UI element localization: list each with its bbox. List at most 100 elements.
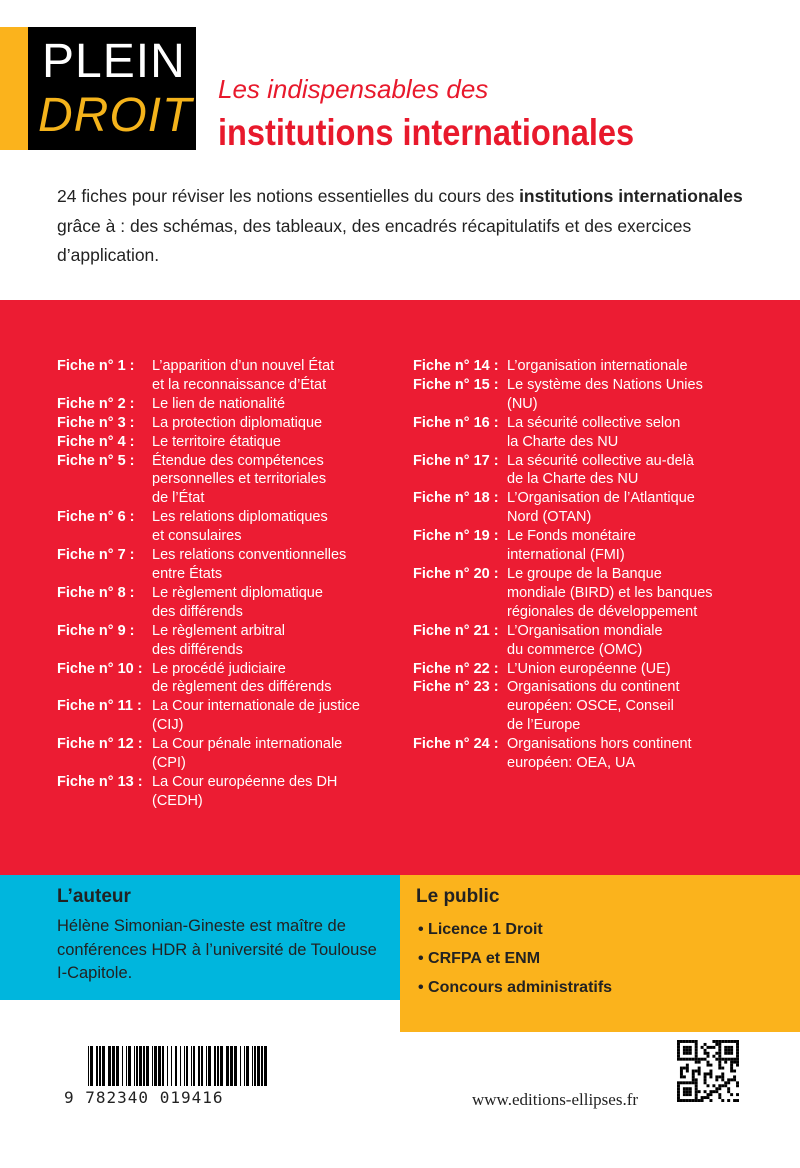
qr-module — [724, 1051, 728, 1055]
qr-module — [677, 1048, 680, 1052]
fiche-entry: Fiche n° 20 : Le groupe de la Banque mond… — [413, 565, 793, 622]
qr-module — [727, 1078, 731, 1082]
qr-module — [709, 1075, 713, 1079]
qr-module — [730, 1063, 734, 1067]
qr-module — [706, 1060, 710, 1064]
qr-module — [727, 1090, 731, 1094]
barcode-bar — [112, 1046, 115, 1086]
qr-module — [703, 1090, 707, 1094]
qr-module — [688, 1090, 692, 1094]
fiche-title: Le lien de nationalité — [152, 395, 286, 412]
barcode-bar — [208, 1046, 211, 1086]
author-panel: L’auteur Hélène Simonian-Gineste est maî… — [0, 875, 400, 1000]
logo-line-1: PLEIN — [42, 35, 186, 88]
qr-module — [697, 1060, 701, 1064]
qr-module — [682, 1093, 686, 1097]
intro-text-1: 24 fiches pour réviser les notions essen… — [57, 186, 520, 206]
barcode-bar — [261, 1046, 263, 1086]
qr-module — [694, 1051, 698, 1055]
qr-module — [685, 1057, 689, 1061]
fiche-entry: Fiche n° 4 : Le territoire étatique — [57, 433, 403, 452]
barcode-bar — [139, 1046, 142, 1086]
qr-module — [721, 1099, 725, 1102]
qr-module — [682, 1099, 686, 1102]
publisher-url[interactable]: www.editions-ellipses.fr — [472, 1090, 639, 1109]
barcode-bar — [126, 1046, 127, 1086]
qr-module — [691, 1081, 695, 1085]
qr-code[interactable] — [677, 1040, 739, 1102]
qr-module — [694, 1069, 698, 1073]
qr-module — [712, 1045, 716, 1049]
qr-module — [724, 1081, 728, 1085]
qr-module — [688, 1057, 692, 1061]
audience-item: Licence 1 Droit — [418, 915, 612, 944]
barcode-bar — [99, 1046, 101, 1086]
qr-module — [691, 1072, 695, 1076]
qr-module — [706, 1084, 710, 1088]
fiche-label: Fiche n° 5 : — [57, 452, 135, 469]
qr-module — [709, 1090, 713, 1094]
barcode-bar — [257, 1046, 260, 1086]
qr-module — [724, 1045, 728, 1049]
qr-module — [706, 1054, 710, 1058]
qr-module — [709, 1093, 713, 1097]
qr-module — [703, 1048, 707, 1052]
qr-module — [718, 1040, 722, 1043]
qr-module — [703, 1072, 707, 1076]
fiche-entry: Fiche n° 9 : Le règlement arbitral des di… — [57, 622, 403, 660]
qr-module — [694, 1081, 698, 1085]
qr-module — [727, 1045, 731, 1049]
qr-module — [694, 1096, 698, 1100]
qr-module — [721, 1066, 725, 1070]
qr-module — [709, 1063, 713, 1067]
fiche-label: Fiche n° 1 : — [57, 358, 135, 374]
qr-module — [712, 1084, 716, 1088]
barcode-bar — [184, 1046, 185, 1086]
qr-module — [736, 1045, 739, 1049]
barcode-bar — [226, 1046, 229, 1086]
qr-module — [682, 1087, 686, 1091]
qr-module — [700, 1099, 704, 1102]
barcode-bar — [230, 1046, 233, 1086]
intro-bold: institutions internationales — [519, 186, 743, 206]
qr-module — [706, 1096, 710, 1100]
barcode-bar — [154, 1046, 157, 1086]
fiche-entry: Fiche n° 2 : Le lien de nationalité — [57, 395, 403, 414]
qr-module — [718, 1045, 722, 1049]
fiche-title: Le procédé judiciaire de règlement des d… — [152, 660, 332, 696]
fiche-entry: Fiche n° 18 : L’Organisation de l’Atlanti… — [413, 489, 793, 527]
qr-module — [679, 1081, 683, 1085]
fiche-title: L’organisation internationale — [507, 358, 688, 374]
fiche-label: Fiche n° 2 : — [57, 395, 135, 412]
fiche-entry: Fiche n° 10 : Le procédé judiciaire de rè… — [57, 660, 403, 698]
qr-module — [706, 1093, 710, 1097]
qr-module — [730, 1069, 734, 1073]
qr-module — [718, 1057, 722, 1061]
fiche-label: Fiche n° 18 : — [413, 490, 499, 507]
qr-module — [677, 1096, 680, 1100]
qr-module — [694, 1042, 698, 1046]
qr-module — [706, 1045, 710, 1049]
fiche-label: Fiche n° 14 : — [413, 358, 499, 374]
barcode-bar — [180, 1046, 181, 1086]
qr-module — [688, 1040, 692, 1043]
qr-module — [706, 1063, 710, 1067]
qr-module — [694, 1054, 698, 1058]
fiche-title: L’apparition d’un nouvel État et la reco… — [152, 358, 335, 393]
fiche-label: Fiche n° 12 : — [57, 736, 143, 753]
qr-module — [685, 1090, 689, 1094]
fiche-title: Étendue des compétences personnelles et … — [152, 452, 327, 507]
qr-module — [718, 1075, 722, 1079]
qr-module — [677, 1057, 680, 1061]
qr-module — [730, 1066, 734, 1070]
qr-module — [730, 1093, 734, 1097]
barcode-bar — [254, 1046, 256, 1086]
barcode-bar — [116, 1046, 119, 1086]
qr-module — [733, 1078, 737, 1082]
fiche-entry: Fiche n° 11 : La Cour internationale de j… — [57, 697, 403, 735]
qr-module — [703, 1051, 707, 1055]
qr-module — [691, 1099, 695, 1102]
qr-module — [694, 1090, 698, 1094]
qr-module — [712, 1054, 716, 1058]
qr-module — [715, 1090, 719, 1094]
